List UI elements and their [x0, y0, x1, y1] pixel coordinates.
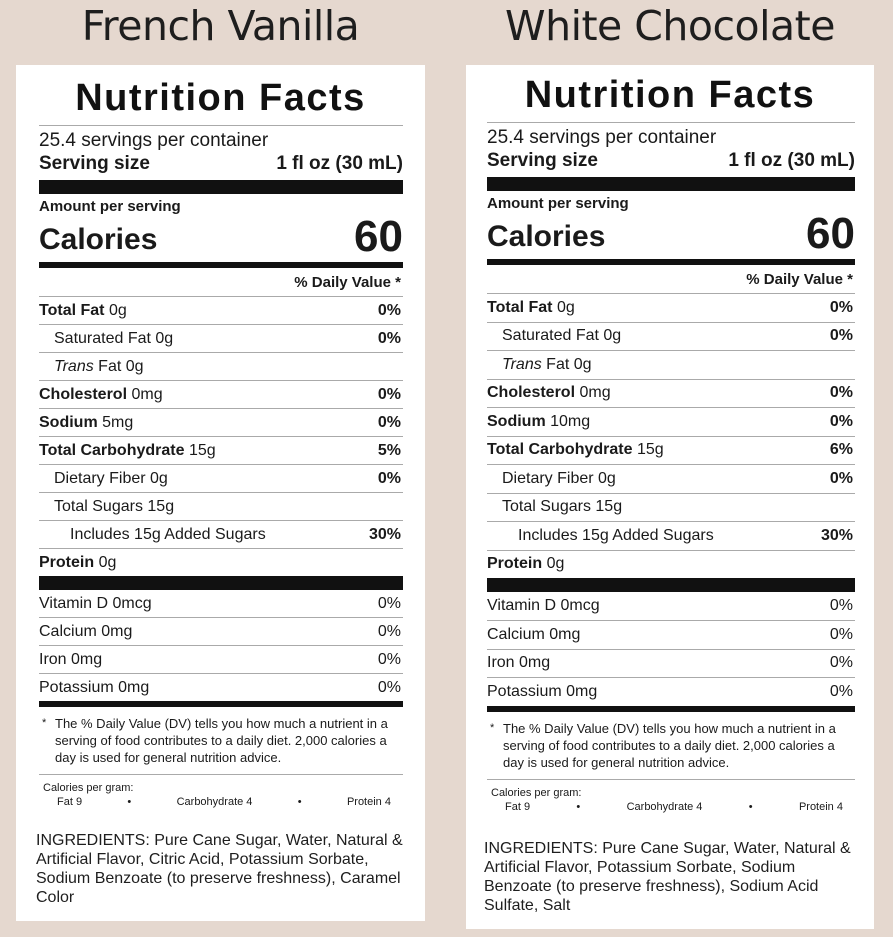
nutrient-row-sodium: Sodium 5mg 0%	[39, 408, 403, 436]
serving-size-label: Serving size	[39, 153, 150, 174]
serving-size-value: 1 fl oz (30 mL)	[728, 150, 855, 171]
nutrient-row-dietary-fiber: Dietary Fiber 0g 0%	[487, 464, 855, 493]
nutrient-row-saturated-fat: Saturated Fat 0g 0%	[39, 324, 403, 352]
nutrient-row-total-carbohydrate: Total Carbohydrate 15g 6%	[487, 435, 855, 465]
nutrition-label-panel: Nutrition Facts 25.4 servings per contai…	[466, 65, 874, 929]
calories-per-gram: Calories per gram: Fat 9 • Carbohydrate …	[491, 786, 843, 813]
servings-per-container: 25.4 servings per container	[39, 130, 269, 151]
calories-row: Calories 60	[487, 212, 855, 256]
calories-value: 60	[354, 212, 403, 261]
nutrient-row-sodium: Sodium 10mg 0%	[487, 407, 855, 436]
vitamin-row-potassium: Potassium 0mg 0%	[487, 677, 855, 706]
ingredients-text: INGREDIENTS: Pure Cane Sugar, Water, Nat…	[36, 832, 403, 906]
nutrient-row-total-sugars: Total Sugars 15g	[487, 492, 855, 522]
vitamin-row-iron: Iron 0mg 0%	[487, 648, 855, 678]
nutrient-row-total-fat: Total Fat 0g 0%	[39, 296, 403, 324]
nutrient-row-total-carbohydrate: Total Carbohydrate 15g 5%	[39, 436, 403, 464]
nutrient-row-cholesterol: Cholesterol 0mg 0%	[487, 378, 855, 408]
nutrient-row-added-sugars: Includes 15g Added Sugars 30%	[39, 520, 403, 548]
nutrient-row-protein: Protein 0g	[487, 549, 855, 579]
daily-value-header: % Daily Value *	[294, 274, 401, 291]
daily-value-header: % Daily Value *	[746, 271, 853, 288]
calories-label: Calories	[39, 223, 158, 256]
servings-per-container: 25.4 servings per container	[487, 127, 717, 148]
daily-value-footnote: * The % Daily Value (DV) tells you how m…	[42, 716, 388, 765]
calories-row: Calories 60	[39, 215, 403, 259]
nutrient-row-trans-fat: Trans Fat 0g	[39, 352, 403, 380]
vitamin-row-iron: Iron 0mg 0%	[39, 645, 403, 673]
ingredients-text: INGREDIENTS: Pure Cane Sugar, Water, Nat…	[484, 840, 851, 914]
daily-value-footnote: * The % Daily Value (DV) tells you how m…	[490, 720, 836, 770]
product-title: White Chocolate	[505, 2, 835, 50]
serving-size-value: 1 fl oz (30 mL)	[276, 153, 403, 174]
vitamin-row-calcium: Calcium 0mg 0%	[39, 617, 403, 645]
nutrient-row-cholesterol: Cholesterol 0mg 0%	[39, 380, 403, 408]
serving-size-row: Serving size 1 fl oz (30 mL)	[39, 152, 403, 180]
amount-per-serving: Amount per serving	[39, 198, 181, 215]
vitamin-row-calcium: Calcium 0mg 0%	[487, 620, 855, 649]
amount-per-serving: Amount per serving	[487, 195, 629, 212]
vitamin-row-vitamin-d: Vitamin D 0mcg 0%	[39, 594, 401, 612]
vitamin-row-potassium: Potassium 0mg 0%	[39, 673, 403, 701]
nutrient-row-dietary-fiber: Dietary Fiber 0g 0%	[39, 464, 403, 492]
serving-size-label: Serving size	[487, 150, 598, 171]
nutrition-label-panel: Nutrition Facts 25.4 servings per contai…	[16, 65, 425, 921]
nutrient-row-added-sugars: Includes 15g Added Sugars 30%	[487, 521, 855, 550]
nutrient-row-protein: Protein 0g	[39, 548, 403, 576]
nutrient-row-trans-fat: Trans Fat 0g	[487, 350, 855, 379]
calories-value: 60	[806, 209, 855, 258]
nutrition-facts-heading: Nutrition Facts	[524, 74, 816, 116]
calories-per-gram: Calories per gram: Fat 9 • Carbohydrate …	[43, 782, 391, 808]
calories-label: Calories	[487, 220, 606, 253]
nutrient-row-total-fat: Total Fat 0g 0%	[487, 293, 855, 322]
nutrient-row-total-sugars: Total Sugars 15g	[39, 492, 403, 520]
serving-size-row: Serving size 1 fl oz (30 mL)	[487, 149, 855, 177]
nutrient-row-saturated-fat: Saturated Fat 0g 0%	[487, 321, 855, 351]
vitamin-row-vitamin-d: Vitamin D 0mcg 0%	[487, 597, 853, 614]
product-title: French Vanilla	[81, 2, 360, 50]
nutrition-facts-heading: Nutrition Facts	[75, 77, 366, 119]
